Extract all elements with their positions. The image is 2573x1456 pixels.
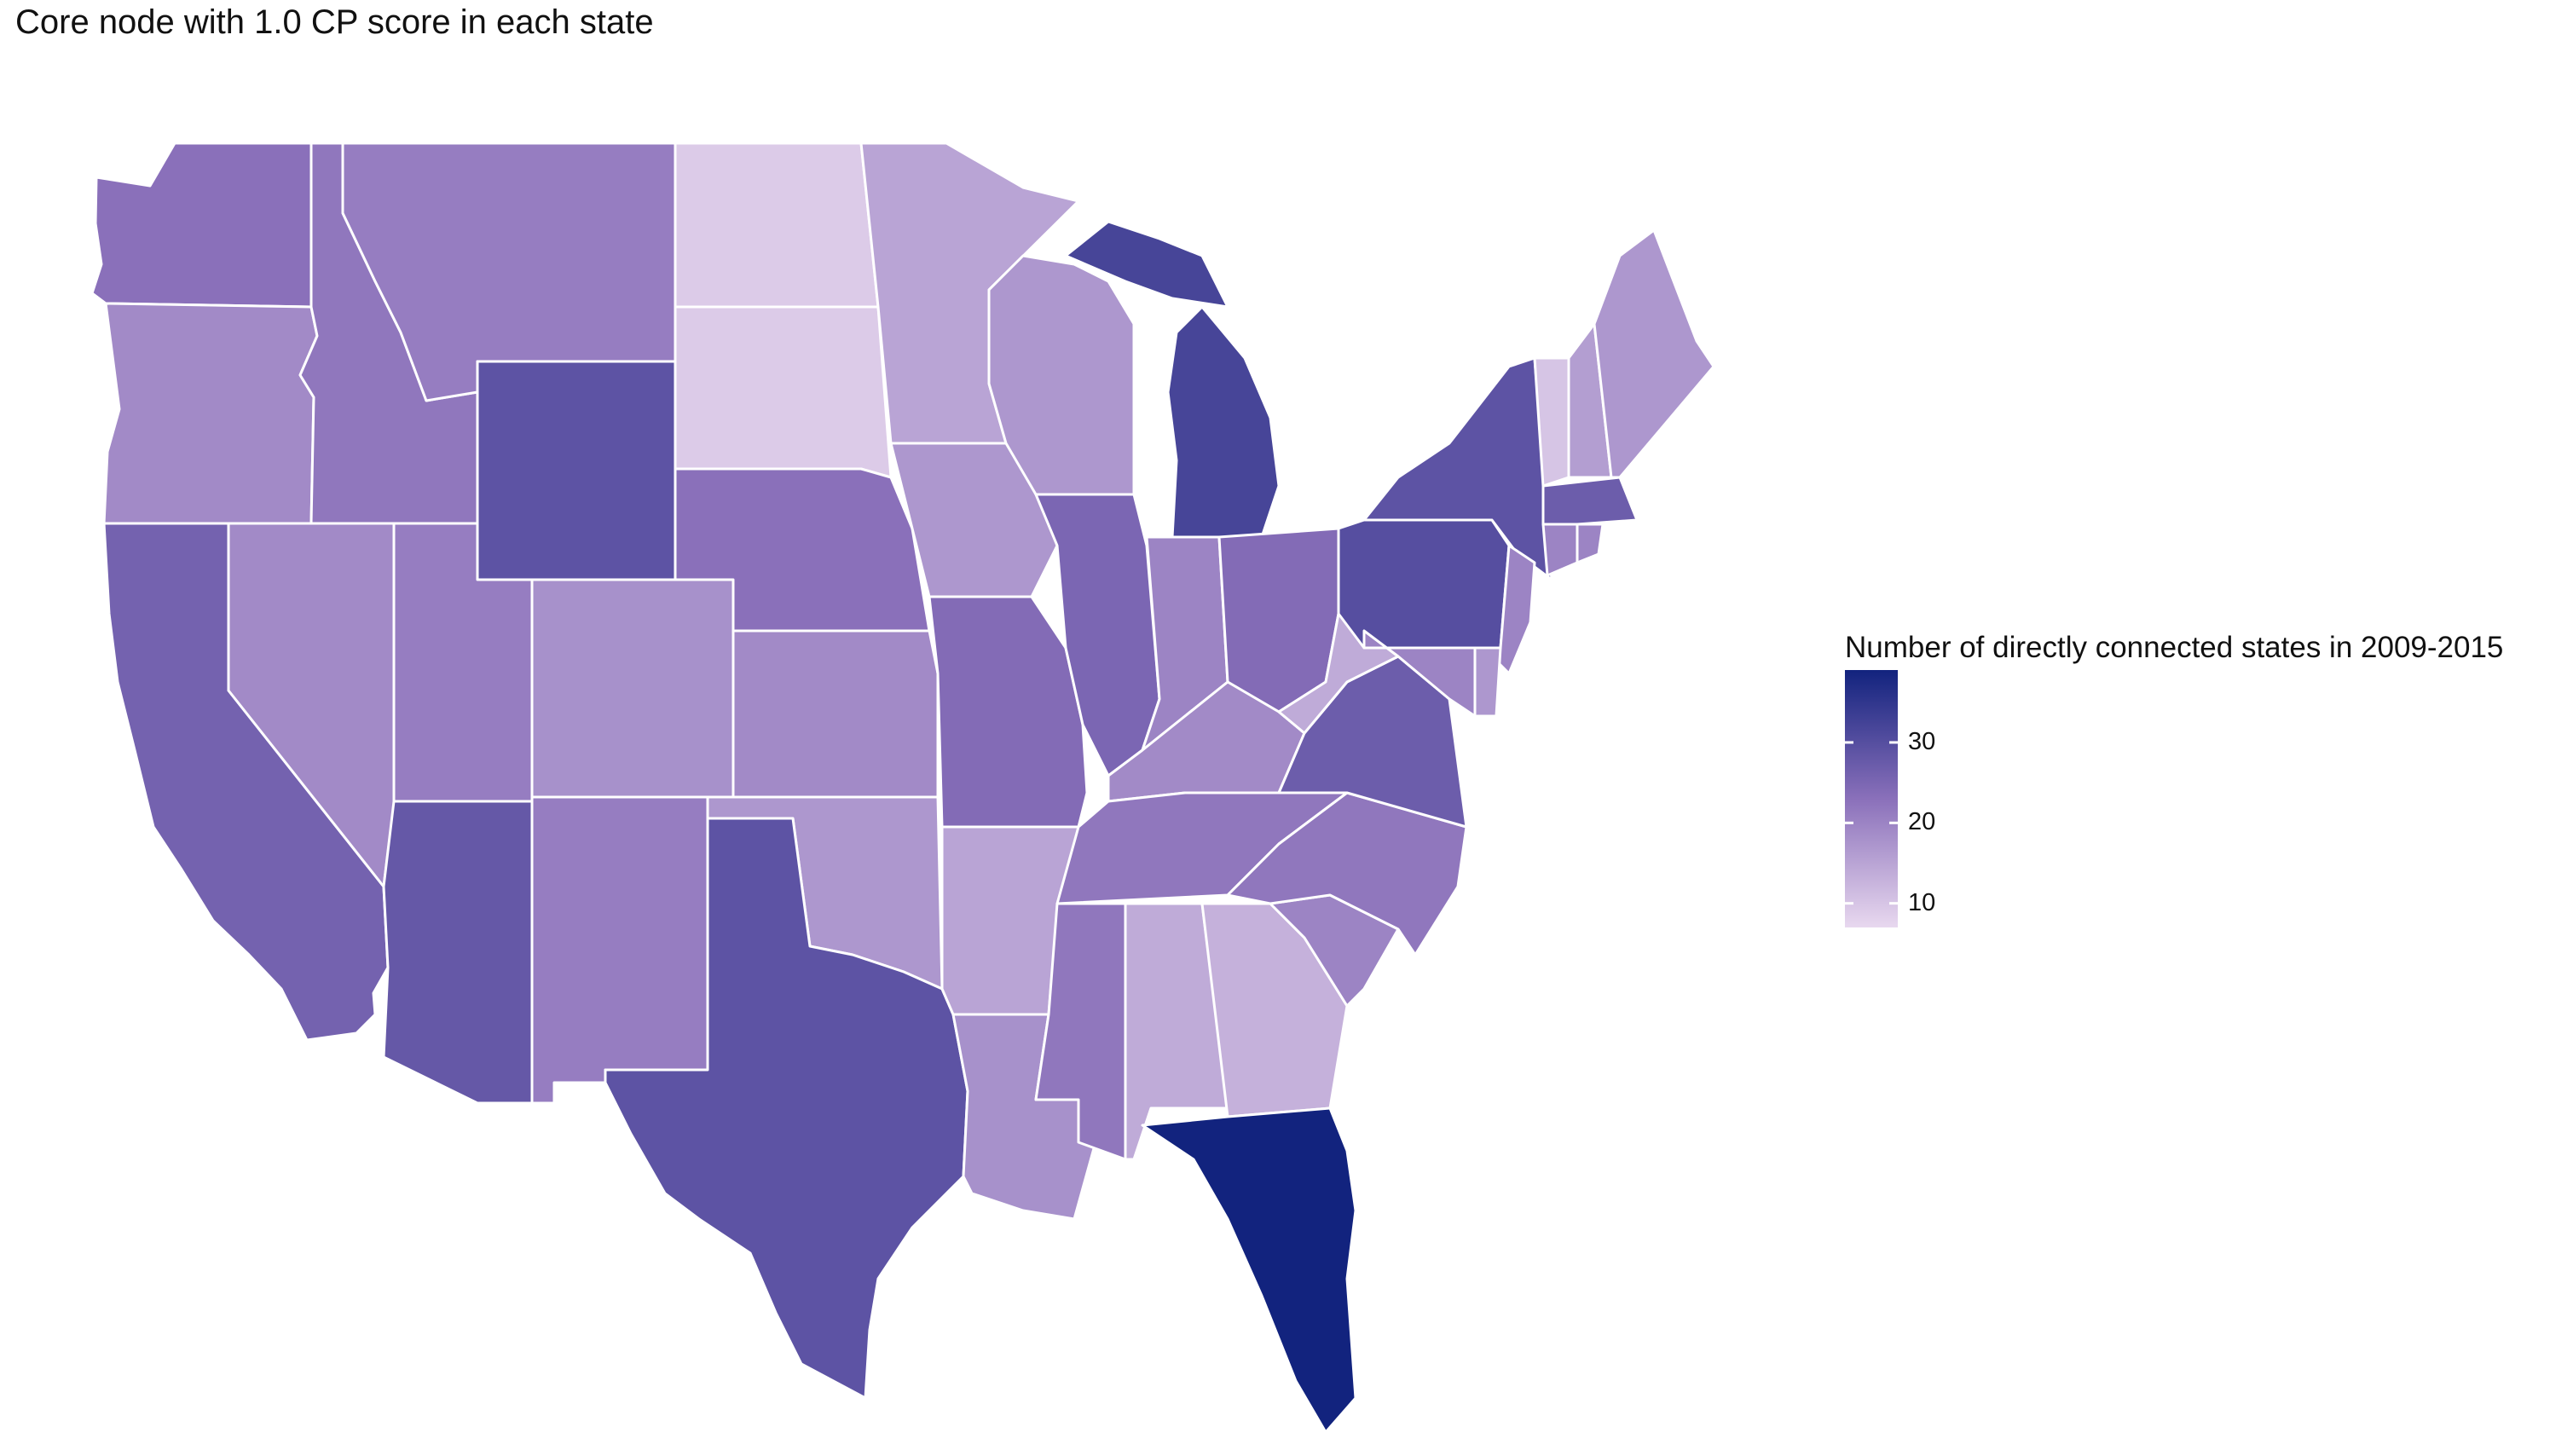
state-ma[interactable] xyxy=(1541,476,1639,526)
state-mo[interactable] xyxy=(928,595,1089,829)
state-nd[interactable] xyxy=(674,142,880,309)
state-az[interactable] xyxy=(382,800,534,1105)
legend-tick-label: 20 xyxy=(1908,808,1936,836)
state-or[interactable] xyxy=(102,302,319,525)
legend-title: Number of directly connected states in 2… xyxy=(1845,631,2504,664)
state-sd[interactable] xyxy=(674,305,893,479)
state-me[interactable] xyxy=(1593,228,1715,479)
state-ri[interactable] xyxy=(1576,523,1605,564)
legend-colorbar xyxy=(1845,670,1898,927)
state-ct[interactable] xyxy=(1541,523,1579,577)
state-tx[interactable] xyxy=(604,817,969,1400)
us-states-map xyxy=(90,142,1715,1434)
state-nc[interactable] xyxy=(1226,791,1468,956)
state-ks[interactable] xyxy=(731,629,940,799)
legend-tick-label: 30 xyxy=(1908,727,1936,755)
state-pa[interactable] xyxy=(1337,518,1511,650)
legend-gradient xyxy=(1845,670,1898,927)
state-de[interactable] xyxy=(1473,646,1502,718)
state-nm[interactable] xyxy=(530,795,709,1105)
state-fl[interactable] xyxy=(1141,1106,1357,1434)
legend-tick-label: 10 xyxy=(1908,888,1936,916)
state-wy[interactable] xyxy=(476,360,677,581)
state-mi[interactable] xyxy=(1064,220,1281,539)
state-co[interactable] xyxy=(530,578,735,799)
state-wi[interactable] xyxy=(987,254,1136,496)
state-md[interactable] xyxy=(1362,629,1477,718)
chart-title: Core node with 1.0 CP score in each stat… xyxy=(15,3,654,41)
state-wa[interactable] xyxy=(90,142,313,309)
